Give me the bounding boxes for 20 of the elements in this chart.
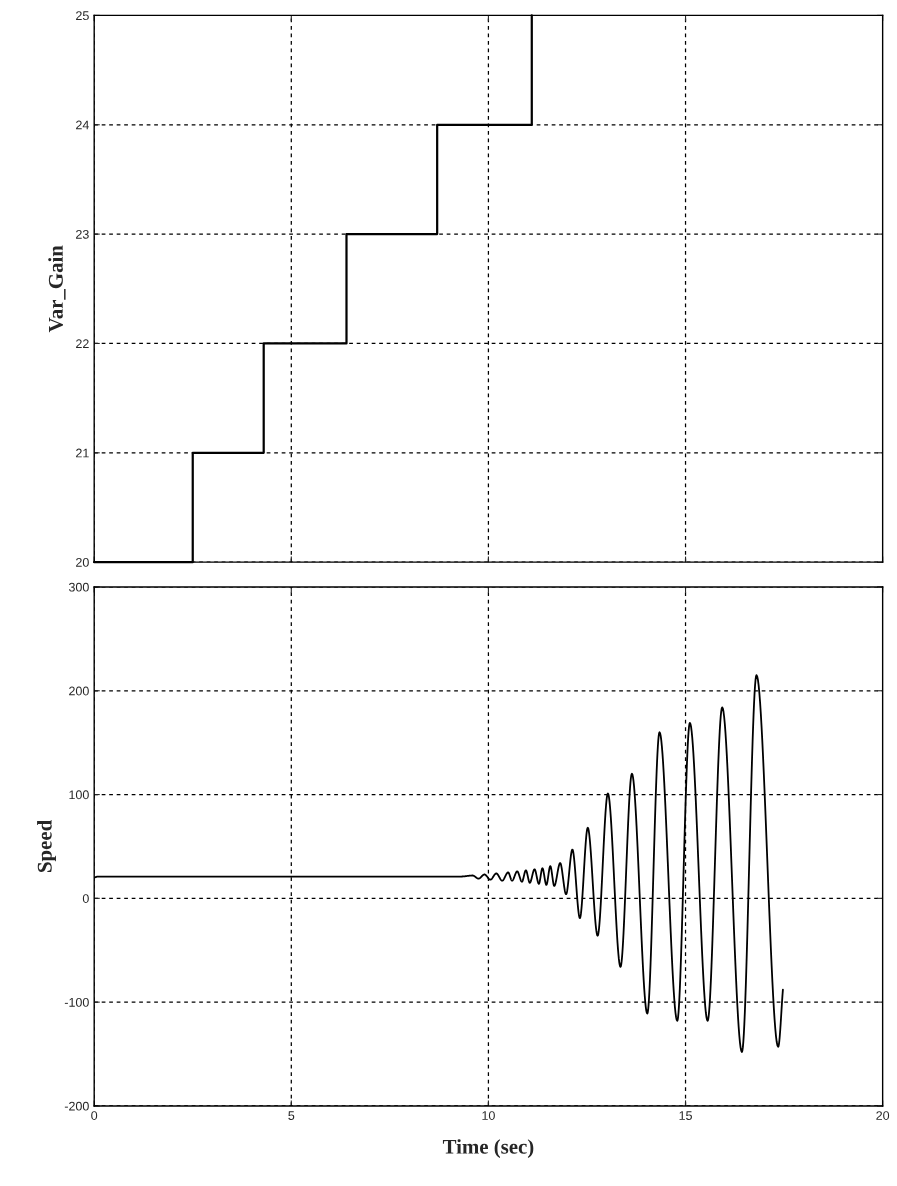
- y-tick-label: 200: [69, 686, 89, 696]
- y-tick-label: 23: [76, 229, 89, 239]
- x-tick-label: 10: [482, 1111, 495, 1120]
- y-tick-label: 21: [76, 448, 89, 458]
- y-axis-title: Var_Gain: [48, 245, 66, 333]
- y-tick-label: -100: [64, 997, 89, 1007]
- y-tick-label: -200: [64, 1101, 89, 1111]
- x-axis-title: Time (sec): [442, 1139, 534, 1159]
- y-tick-label: 0: [82, 894, 89, 903]
- y-tick-label: 20: [76, 557, 89, 567]
- y-tick-label: 24: [76, 120, 89, 130]
- y-tick-label: 100: [69, 790, 89, 800]
- x-tick-label: 5: [288, 1111, 295, 1120]
- y-axis-title: Speed: [37, 820, 56, 872]
- y-tick-label: 300: [68, 582, 89, 592]
- y-tick-label: 22: [76, 339, 89, 348]
- y-tick-label: 25: [76, 11, 89, 21]
- x-tick-label: 15: [679, 1111, 692, 1120]
- x-tick-label: 0: [91, 1111, 98, 1120]
- x-tick-label: 20: [876, 1111, 890, 1120]
